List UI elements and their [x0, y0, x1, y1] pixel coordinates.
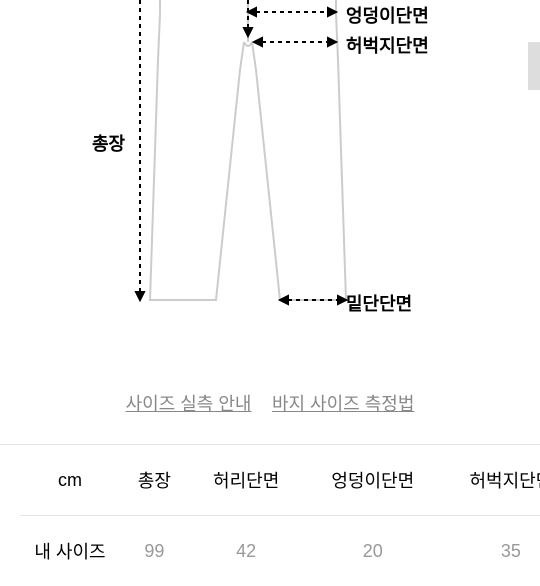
label-thigh: 허벅지단면: [346, 32, 429, 58]
size-guide-link[interactable]: 사이즈 실측 안내: [126, 394, 252, 414]
row-label-mysize: 내 사이즈: [20, 516, 120, 586]
val-total-length: 99: [120, 516, 189, 586]
table-header-row: cm 총장 허리단면 엉덩이단면 허벅지단면: [20, 445, 540, 516]
size-links: 사이즈 실측 안내 바지 사이즈 측정법: [0, 370, 540, 444]
size-table-wrap: cm 총장 허리단면 엉덩이단면 허벅지단면 내 사이즈 99 42 20 35: [0, 444, 540, 586]
pants-svg: [0, 0, 540, 370]
label-hip: 엉덩이단면: [346, 2, 429, 28]
pants-diagram: 총장 엉덩이단면 허벅지단면 밑단단면: [0, 0, 540, 370]
label-hem: 밑단단면: [346, 290, 412, 316]
size-method-link[interactable]: 바지 사이즈 측정법: [272, 394, 414, 414]
table-row-mysize: 내 사이즈 99 42 20 35: [20, 516, 540, 586]
val-waist: 42: [189, 516, 304, 586]
val-hip: 20: [304, 516, 442, 586]
col-total-length: 총장: [120, 445, 189, 516]
scroll-indicator: [528, 42, 540, 90]
label-total-length: 총장: [92, 130, 125, 156]
unit-header: cm: [20, 445, 120, 516]
col-thigh: 허벅지단면: [442, 445, 540, 516]
col-hip: 엉덩이단면: [304, 445, 442, 516]
val-thigh: 35: [442, 516, 540, 586]
col-waist: 허리단면: [189, 445, 304, 516]
size-table: cm 총장 허리단면 엉덩이단면 허벅지단면 내 사이즈 99 42 20 35: [20, 445, 540, 586]
